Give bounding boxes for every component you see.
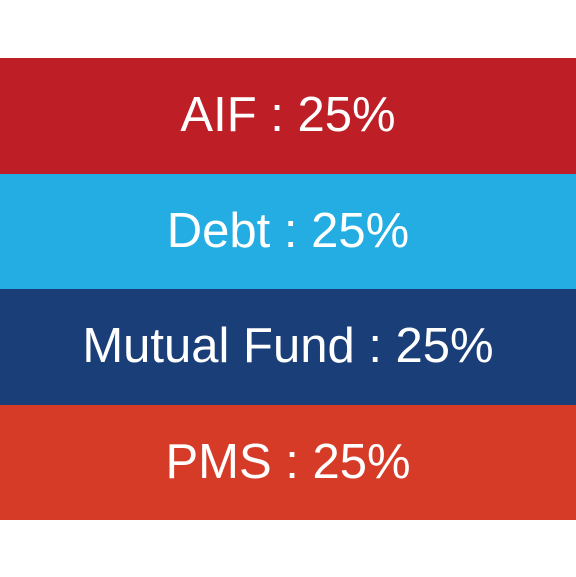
band-label-mutual-fund: Mutual Fund : 25% [82,319,494,374]
allocation-stack: AIF : 25% Debt : 25% Mutual Fund : 25% P… [0,58,576,520]
band-label-debt: Debt : 25% [166,203,410,258]
band-pms: PMS : 25% [0,404,576,520]
band-label-aif: AIF : 25% [180,88,396,143]
band-debt: Debt : 25% [0,173,576,289]
band-mutual-fund: Mutual Fund : 25% [0,289,576,405]
band-aif: AIF : 25% [0,58,576,174]
band-label-pms: PMS : 25% [165,434,411,489]
